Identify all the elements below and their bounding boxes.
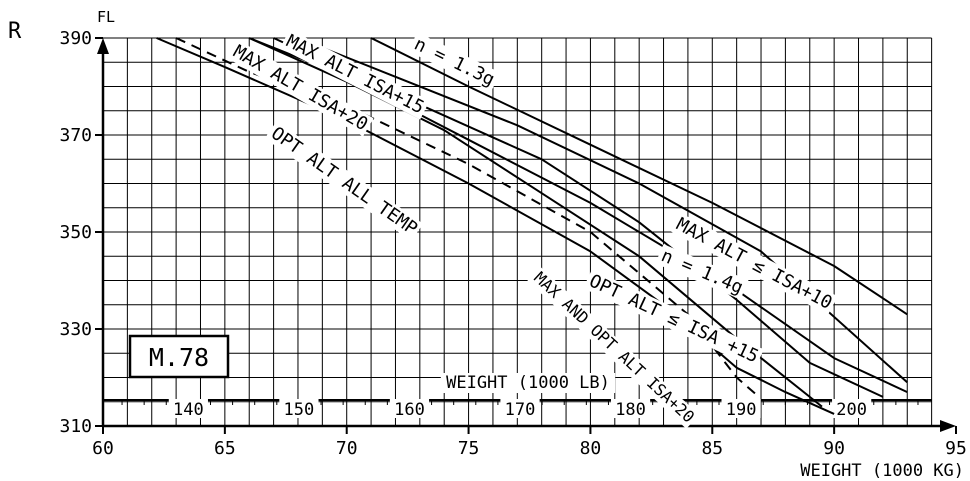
x-tick-label: 80: [580, 438, 602, 459]
lb-tick-label: 170: [505, 400, 536, 420]
lb-label-bg: [389, 399, 430, 418]
annotation-bg: [280, 29, 430, 120]
annotation-bg: [655, 244, 749, 300]
lb-tick-label: 140: [173, 400, 204, 420]
series-line: [156, 37, 835, 415]
corner-label: R: [8, 19, 22, 44]
lb-scale: 140 150 160 170 180 190 200 WEIGHT (1000 LB): [103, 373, 932, 420]
lb-label-bg: [279, 399, 319, 418]
series-line: [248, 37, 908, 394]
x-tick-label: 65: [214, 438, 236, 459]
mach-label: M.78: [149, 343, 209, 372]
curves: [156, 37, 908, 415]
annotation-label: MAX ALT ISA+15: [283, 31, 428, 119]
y-tick-label: 330: [59, 319, 92, 340]
x-axis-arrow: [940, 420, 956, 432]
lb-label-bg: [168, 399, 208, 418]
x-tick-label: 70: [336, 438, 358, 459]
series-line: [175, 37, 757, 396]
series-line: [370, 37, 908, 316]
x-tick-label: 95: [945, 438, 967, 459]
lb-tick-label: 160: [394, 400, 425, 420]
curve-annotation: OPT ALT ALL TEMP: [264, 121, 424, 241]
annotation-bg: [264, 121, 424, 241]
lb-tick-label: 200: [836, 400, 867, 420]
annotation-bg: [226, 39, 374, 137]
lb-label-bg: [832, 399, 872, 418]
annotation-bg: [527, 266, 700, 429]
y-axis-title: FL: [97, 8, 115, 26]
y-tick-label: 310: [59, 416, 92, 437]
y-axis-arrow: [97, 38, 109, 54]
y-tick-label: 370: [59, 125, 92, 146]
y-tick-label: 390: [59, 28, 92, 49]
x-tick-label: 75: [458, 438, 480, 459]
lb-scale-title: WEIGHT (1000 LB): [446, 373, 610, 393]
lb-tick-label: 190: [726, 400, 757, 420]
x-tick-label: 85: [701, 438, 723, 459]
x-tick-label: 60: [92, 438, 114, 459]
lb-title-bg: [440, 373, 616, 393]
lb-tick-label: 180: [615, 400, 646, 420]
x-axis-title: WEIGHT (1000 KG): [800, 461, 964, 481]
mach-box: M.78: [128, 334, 230, 379]
y-tick-label: 350: [59, 222, 92, 243]
annotation-bg: [583, 269, 764, 369]
lb-tick-label: 150: [284, 400, 315, 420]
annotation-bg: [408, 32, 501, 92]
lb-label-bg: [721, 399, 761, 418]
annotation-label: OPT ALT ALL TEMP: [267, 123, 421, 240]
lb-label-bg: [500, 399, 540, 418]
lb-label-bg: [610, 399, 651, 418]
curve-annotation: MAX ALT ISA+15: [280, 29, 430, 120]
annotation-bg: [670, 212, 838, 315]
x-tick-label: 90: [823, 438, 845, 459]
